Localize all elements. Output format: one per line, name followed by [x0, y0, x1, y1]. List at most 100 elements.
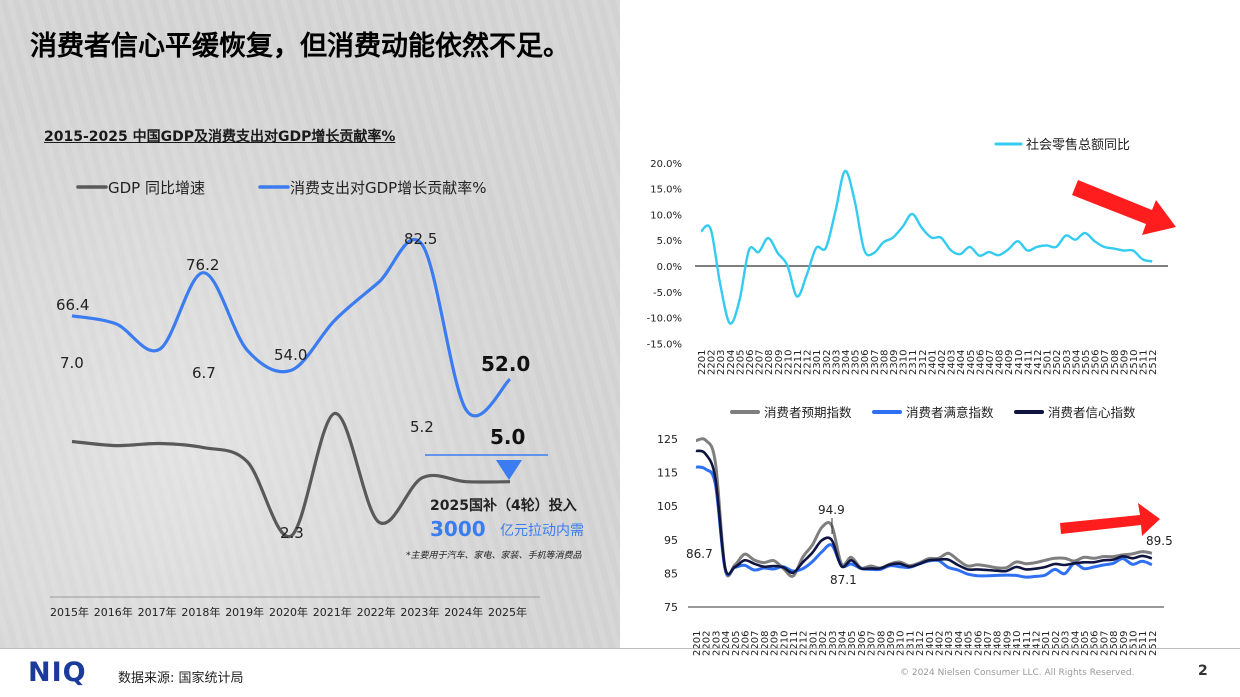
left-x-tick: 2024年 [444, 605, 483, 619]
left-x-tick: 2023年 [400, 605, 439, 619]
retail-x-tick: 2204 [726, 350, 737, 375]
retail-x-tick: 2202 [707, 350, 718, 375]
retail-y-tick: 10.0% [650, 210, 682, 221]
cc-x-tick: 2402 [935, 631, 946, 656]
left-data-label: 82.5 [404, 230, 437, 248]
left-x-tick: 2021年 [313, 605, 352, 619]
cc-x-tick: 2407 [983, 631, 994, 656]
retail-x-tick: 2205 [735, 350, 746, 375]
footer-divider [0, 648, 1240, 649]
cc-x-tick: 2211 [789, 631, 800, 656]
cc-x-tick: 2505 [1080, 631, 1091, 656]
cc-x-tick: 2312 [915, 631, 926, 656]
left-data-label: 66.4 [56, 296, 89, 314]
cc-x-tick: 2307 [867, 631, 878, 656]
retail-x-tick: 2405 [966, 350, 977, 375]
left-x-tick: 2015年 [50, 605, 89, 619]
cc-y-tick: 85 [664, 567, 678, 580]
retail-x-tick: 2403 [947, 350, 958, 375]
cc-data-label: 89.5 [1146, 534, 1173, 548]
legend-label-retail: 社会零售总额同比 [1026, 137, 1130, 153]
retail-x-tick: 2509 [1119, 350, 1130, 375]
retail-line [700, 169, 1153, 325]
cc-x-tick: 2412 [1032, 631, 1043, 656]
subsidy-amount: 3000 [430, 517, 486, 541]
legend-label-cc-2: 消费者满意指数 [906, 405, 994, 420]
cc-x-tick: 2503 [1061, 631, 1072, 656]
cc-x-tick: 2401 [925, 631, 936, 656]
retail-y-tick: -15.0% [647, 339, 682, 350]
consumption-contribution-line [71, 237, 512, 418]
cc-x-tick: 2409 [1002, 631, 1013, 656]
retail-x-tick: 2307 [870, 350, 881, 375]
left-x-tick: 2017年 [138, 605, 177, 619]
cc-x-tick: 2506 [1090, 631, 1101, 656]
retail-x-tick: 2310 [899, 350, 910, 375]
retail-x-tick: 2407 [985, 350, 996, 375]
retail-x-tick: 2504 [1071, 350, 1082, 375]
cc-x-tick: 2202 [702, 631, 713, 656]
cc-y-tick: 75 [664, 601, 678, 614]
retail-x-tick: 2507 [1100, 350, 1111, 375]
up-trend-arrow-icon [1060, 503, 1160, 536]
cc-y-tick: 115 [657, 467, 678, 480]
retail-sales-chart: 社会零售总额同比 20.0% 15.0% 10.0% 5.0% 0.0% -5.0% -10.… [647, 137, 1176, 375]
retail-x-tick: 2503 [1062, 350, 1073, 375]
cc-x-tick: 2206 [741, 631, 752, 656]
cc-x-tick: 2508 [1109, 631, 1120, 656]
retail-x-tick: 2306 [860, 350, 871, 375]
cc-data-label: 86.7 [686, 547, 713, 561]
cc-x-tick: 2502 [1051, 631, 1062, 656]
cc-x-tick: 2408 [993, 631, 1004, 656]
cc-x-tick: 2504 [1070, 631, 1081, 656]
data-source: 数据来源: 国家统计局 [118, 671, 244, 686]
cc-data-label: 87.1 [830, 573, 857, 587]
left-data-label: 7.0 [60, 354, 84, 372]
retail-x-tick: 2502 [1052, 350, 1063, 375]
subsidy-note: *主要用于汽车、家电、家装、手机等消费品 [406, 550, 583, 561]
cc-x-tick: 2304 [838, 631, 849, 656]
left-data-label: 2.3 [280, 524, 304, 542]
cc-x-tick: 2208 [760, 631, 771, 656]
left-x-tick: 2019年 [225, 605, 264, 619]
subsidy-title: 2025国补（4轮）投入 [430, 497, 577, 514]
legend-label-cc-3: 消费者信心指数 [1048, 405, 1136, 420]
cc-x-tick: 2201 [692, 631, 703, 656]
retail-x-tick: 2312 [918, 350, 929, 375]
cc-x-tick: 2203 [711, 631, 722, 656]
retail-x-tick: 2309 [889, 350, 900, 375]
retail-x-tick: 2308 [879, 350, 890, 375]
retail-x-tick: 2203 [716, 350, 727, 375]
cc-x-tick: 2212 [799, 631, 810, 656]
cc-line-3 [695, 449, 1153, 576]
cc-x-tick: 2310 [896, 631, 907, 656]
retail-x-tick: 2410 [1014, 350, 1025, 375]
left-x-tick: 2022年 [357, 605, 396, 619]
cc-x-tick: 2411 [1022, 631, 1033, 656]
left-x-tick: 2016年 [94, 605, 133, 619]
left-data-label: 6.7 [192, 364, 216, 382]
retail-x-tick: 2412 [1033, 350, 1044, 375]
cc-x-tick: 2410 [1012, 631, 1023, 656]
cc-x-tick: 2511 [1138, 631, 1149, 656]
cc-y-tick: 105 [657, 500, 678, 513]
gdp-growth-line [71, 411, 511, 539]
retail-x-tick: 2208 [764, 350, 775, 375]
retail-x-tick: 2210 [783, 350, 794, 375]
cc-x-tick: 2403 [944, 631, 955, 656]
legend-label-2: 消费支出对GDP增长贡献率% [290, 179, 486, 197]
cc-x-tick: 2406 [973, 631, 984, 656]
down-trend-arrow-icon [1072, 180, 1176, 235]
page-number: 2 [1198, 663, 1208, 679]
retail-x-tick: 2209 [774, 350, 785, 375]
cc-data-label: 94.9 [818, 503, 845, 517]
niq-logo: NIQ [28, 657, 87, 688]
consumption-2025-label: 52.0 [481, 352, 530, 376]
subsidy-amount-suffix: 亿元拉动内需 [500, 523, 584, 539]
legend-label-cc-1: 消费者预期指数 [764, 405, 852, 420]
retail-x-tick: 2408 [995, 350, 1006, 375]
retail-x-tick: 2311 [908, 350, 919, 375]
retail-x-tick: 2511 [1139, 350, 1150, 375]
consumer-confidence-chart: 消费者预期指数 消费者满意指数 消费者信心指数 125 115 105 95 85 75 86.7… [657, 405, 1173, 656]
retail-y-tick: 0.0% [657, 262, 682, 273]
